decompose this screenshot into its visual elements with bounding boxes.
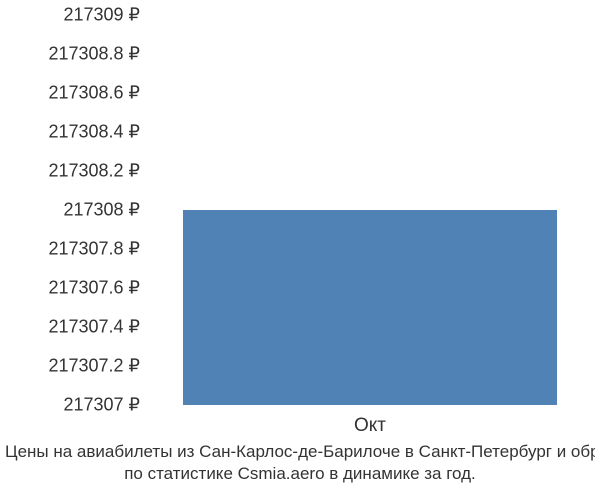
y-tick-label: 217309 ₽ — [10, 5, 140, 26]
y-tick-label: 217307.2 ₽ — [10, 356, 140, 377]
chart-caption: Цены на авиабилеты из Сан-Карлос-де-Бари… — [0, 441, 600, 485]
y-tick-label: 217308.4 ₽ — [10, 122, 140, 143]
bar — [183, 210, 557, 405]
y-tick-label: 217307.8 ₽ — [10, 239, 140, 260]
x-tick-label: Окт — [354, 415, 386, 437]
y-tick-label: 217308.6 ₽ — [10, 83, 140, 104]
price-chart: 217309 ₽217308.8 ₽217308.6 ₽217308.4 ₽21… — [10, 15, 590, 435]
caption-line-2: по статистике Csmia.aero в динамике за г… — [5, 463, 595, 485]
y-tick-label: 217308.2 ₽ — [10, 161, 140, 182]
caption-line-1: Цены на авиабилеты из Сан-Карлос-де-Бари… — [5, 441, 595, 463]
y-tick-label: 217307 ₽ — [10, 395, 140, 416]
x-axis: Окт — [150, 415, 590, 440]
plot-area — [150, 15, 590, 405]
y-tick-label: 217308 ₽ — [10, 200, 140, 221]
y-tick-label: 217308.8 ₽ — [10, 44, 140, 65]
y-axis: 217309 ₽217308.8 ₽217308.6 ₽217308.4 ₽21… — [10, 15, 140, 405]
y-tick-label: 217307.6 ₽ — [10, 278, 140, 299]
y-tick-label: 217307.4 ₽ — [10, 317, 140, 338]
